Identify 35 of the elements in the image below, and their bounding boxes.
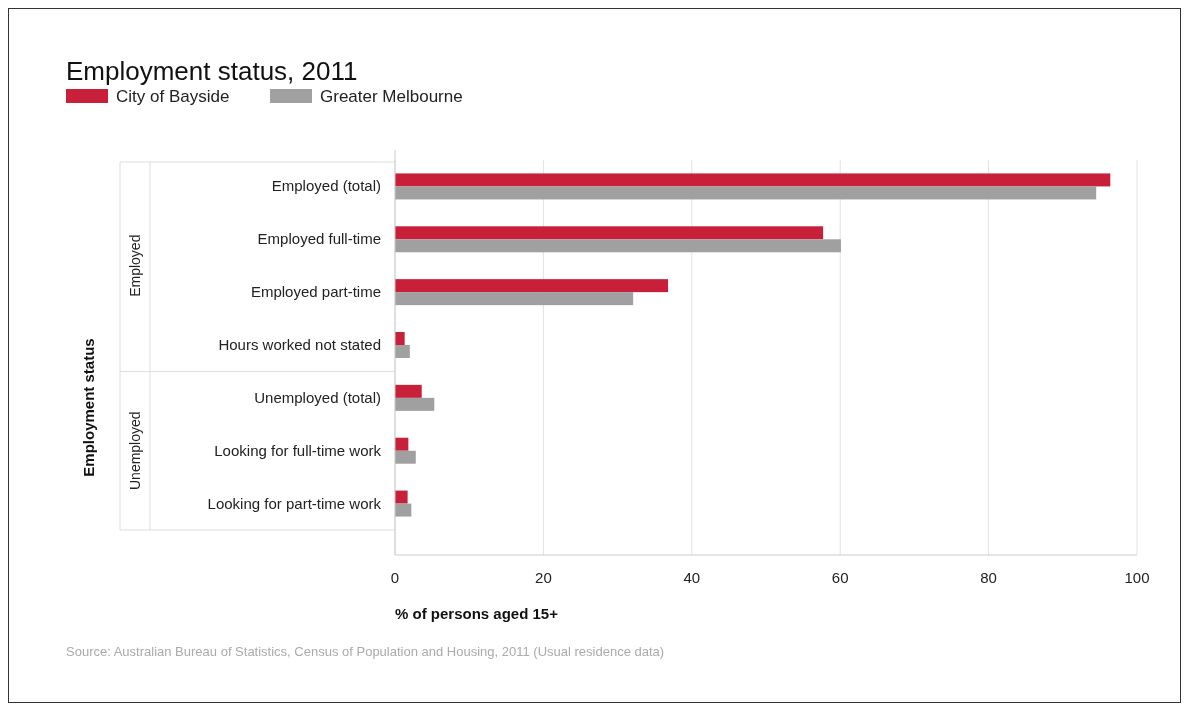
x-axis-title: % of persons aged 15+ — [395, 605, 559, 622]
y-tick-label: Hours worked not stated — [218, 336, 381, 353]
text: Employment status — [80, 338, 97, 477]
bar — [395, 186, 1097, 200]
y-tick-label: Employed (total) — [271, 177, 381, 195]
chart-title: Employment status, 2011 — [66, 56, 358, 86]
x-tick-label: 20 — [535, 569, 552, 586]
y-tick-label: Employed part-time — [250, 283, 381, 301]
text: Unemployed — [127, 411, 143, 491]
bar — [395, 397, 435, 411]
x-tick-label: 40 — [683, 569, 701, 586]
bar — [395, 503, 412, 517]
bar — [395, 384, 422, 398]
x-tick-label: 0 — [390, 569, 400, 586]
y-tick-label: Unemployed (total) — [254, 388, 381, 406]
bar — [395, 292, 634, 306]
bar — [395, 345, 410, 358]
y-tick-label: Looking for full-time work — [214, 441, 382, 459]
bar — [395, 332, 405, 345]
legend-label: City of Bayside — [116, 87, 230, 106]
bar — [395, 279, 669, 293]
y-tick-label: Looking for part-time work — [207, 494, 382, 512]
bar — [395, 173, 1111, 187]
x-tick-label: 100 — [1124, 569, 1150, 586]
bar — [395, 239, 841, 253]
bar — [395, 450, 416, 464]
bar — [395, 490, 408, 504]
bar — [395, 226, 824, 240]
source-note: Source: Australian Bureau of Statistics, Census of Population and Housing, 2011 (Usual residence data) — [66, 644, 665, 659]
text: Employed — [127, 234, 143, 297]
y-tick-label: Employed full-time — [257, 230, 381, 248]
x-tick-label: 60 — [831, 569, 849, 586]
x-tick-label: 80 — [980, 569, 997, 586]
bar — [395, 437, 409, 451]
legend-label: Greater Melbourne — [320, 87, 463, 106]
